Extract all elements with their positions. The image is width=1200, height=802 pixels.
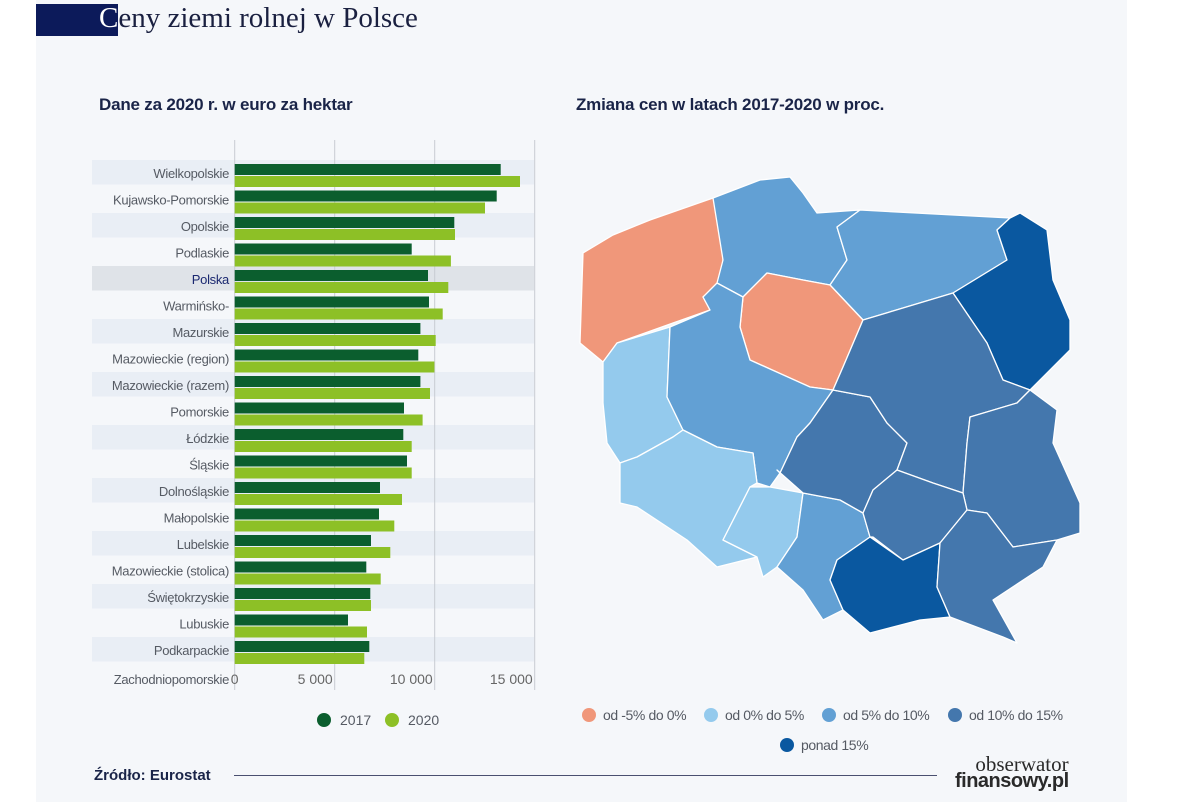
bar-2020 [234,414,423,426]
bars [234,164,520,664]
bar-2020 [234,441,412,452]
title-rest: eny ziemi rolnej w Polsce [118,2,418,34]
legend-label: 2017 [340,712,371,728]
map-legend-marker [704,708,718,722]
category-label: Podkarpackie [154,643,229,658]
bar-2020 [234,202,485,214]
bar-2020 [234,520,395,532]
map-region-podkarpackie [936,509,1058,644]
bar-2020 [234,361,435,373]
map-legend-marker [948,708,962,722]
map-legend-label: ponad 15% [801,737,868,753]
bar-2017 [234,217,455,228]
category-label: Wielkopolskie [153,166,229,181]
category-label: Mazowieckie (region) [112,352,229,367]
category-label: Lubuskie [179,617,229,632]
bar-2017 [234,376,421,387]
bar-2020 [234,176,520,187]
bar-2017 [234,190,497,202]
category-label: Zachodniopomorskie [114,672,229,687]
category-label: Kujawsko-Pomorskie [113,193,229,208]
category-labels: Wielkopolskie Kujawsko-Pomorskie Opolskie P… [112,166,231,687]
category-label: Polska [192,272,230,287]
bar-2017 [234,535,371,546]
x-tick-label: 5 000 [298,671,333,687]
footer-divider [234,775,937,776]
map-legend-label: od 0% do 5% [725,707,804,723]
category-label: Mazurskie [172,325,229,340]
bar-2020 [234,626,367,638]
bar-2017 [234,614,348,626]
bar-2020 [234,653,365,664]
bar-2020 [234,467,412,479]
category-label: Lubelskie [177,537,229,552]
map-title: Zmiana cen w latach 2017-2020 w proc. [576,95,885,114]
legend-marker-2020 [385,713,399,727]
category-label: Świętokrzyskie [147,590,229,605]
category-label: Śląskie [189,458,229,473]
logo: obserwator finansowy.pl [955,752,1069,792]
map-legend-marker [582,708,596,722]
bar-2017 [234,508,379,520]
bar-2017 [234,588,371,599]
logo-line2: finansowy.pl [955,770,1069,792]
bar-2017 [234,455,407,467]
legend-marker-2017 [317,713,331,727]
category-label: Małopolskie [164,511,229,526]
bar-legend: 2017 2020 [317,712,439,728]
bar-2020 [234,308,443,320]
bar-2020 [234,255,451,267]
category-label: Dolnośląskie [159,484,229,499]
bar-2020 [234,282,449,293]
bar-2020 [234,494,402,505]
bar-2020 [234,573,381,585]
category-label: Łódzkie [186,431,229,446]
title-accent-block [36,4,118,36]
source-note: Źródło: Eurostat [94,767,211,784]
map-legend-label: od 5% do 10% [843,707,929,723]
bar-2017 [234,164,501,175]
bar-2017 [234,641,370,652]
bar-2020 [234,600,371,611]
category-label: Podlaskie [175,246,229,261]
title-first-letter: C [99,2,119,34]
category-label: Mazowieckie (stolica) [112,564,229,579]
bar-2017 [234,349,419,361]
poland-map [579,176,1081,644]
bar-2020 [234,335,436,346]
map-legend-label: od 10% do 15% [969,707,1063,723]
bar-2017 [234,270,428,281]
logo-line1: obserwator [975,752,1069,776]
map-legend-marker [822,708,836,722]
bar-2017 [234,402,404,414]
x-tick-label: 10 000 [390,671,433,687]
x-tick-label: 0 [231,671,239,687]
bar-2017 [234,429,404,440]
map-legend: od -5% do 0% od 0% do 5% od 5% do 10% od 10… [582,707,1063,753]
bar-2017 [234,561,367,573]
category-label: Opolskie [181,219,229,234]
page-title: Ceny ziemi rolnej w Polsce [99,2,418,35]
bar-2017 [234,323,421,334]
legend-label: 2020 [408,712,439,728]
category-label: Pomorskie [170,405,229,420]
bar-2017 [234,482,380,493]
map-legend-label: od -5% do 0% [603,707,686,723]
bar-2017 [234,243,412,255]
x-tick-labels: 0 5 000 10 000 15 000 [231,671,533,687]
bar-2020 [234,547,391,558]
bar-2020 [234,388,430,399]
category-label: Warmińsko- [163,299,229,314]
category-label: Mazowieckie (razem) [112,378,229,393]
bar-chart-title: Dane za 2020 r. w euro za hektar [99,95,353,114]
x-tick-label: 15 000 [490,671,533,687]
map-legend-marker [780,738,794,752]
bar-2020 [234,229,455,240]
bar-2017 [234,296,429,308]
